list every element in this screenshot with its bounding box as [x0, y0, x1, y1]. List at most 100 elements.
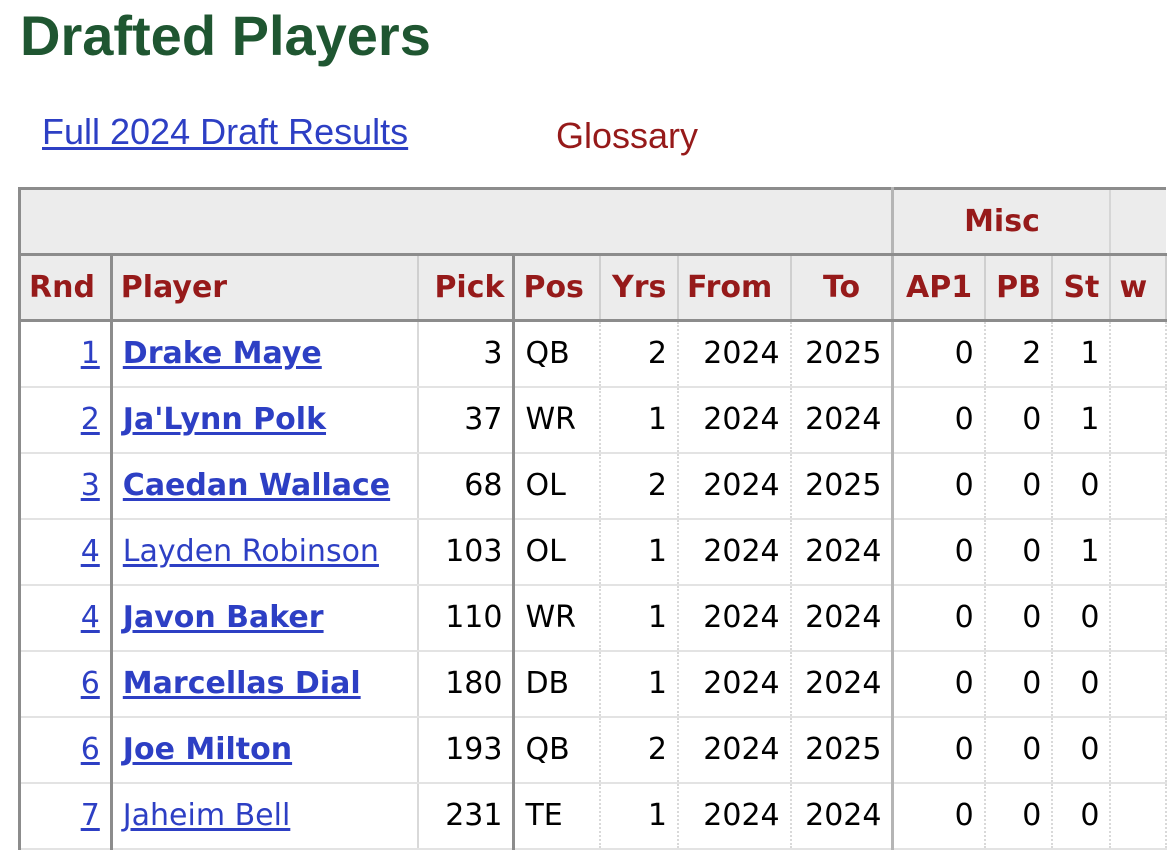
col-header-pick[interactable]: Pick — [417, 254, 516, 322]
ap1-cell: 0 — [892, 782, 986, 850]
years-cell: 1 — [600, 584, 679, 652]
col-header-rnd[interactable]: Rnd — [18, 254, 113, 322]
extra-cell — [1110, 716, 1167, 784]
round-cell: 4 — [18, 518, 113, 586]
over-header-row: Misc — [18, 187, 1166, 256]
years-cell: 1 — [600, 650, 679, 718]
table-row: 6 Marcellas Dial 180 DB 1 2024 2024 0 0 0 — [18, 650, 1167, 718]
position-cell: WR — [513, 584, 602, 652]
pro-bowl-cell: 0 — [984, 716, 1054, 784]
player-link[interactable]: Marcellas Dial — [122, 666, 361, 701]
col-header-from[interactable]: From — [678, 254, 792, 322]
col-header-pos[interactable]: Pos — [513, 254, 602, 322]
col-header-st[interactable]: St — [1052, 254, 1112, 322]
from-year-cell: 2024 — [678, 452, 792, 520]
round-cell: 4 — [18, 584, 113, 652]
col-header-player[interactable]: Player — [111, 254, 419, 322]
player-link[interactable]: Joe Milton — [122, 732, 293, 767]
col-header-ap1[interactable]: AP1 — [892, 254, 986, 322]
player-link[interactable]: Javon Baker — [122, 600, 324, 635]
table-row: 1 Drake Maye 3 QB 2 2024 2025 0 2 1 — [18, 320, 1167, 388]
player-link[interactable]: Caedan Wallace — [122, 468, 391, 503]
player-link[interactable]: Drake Maye — [122, 336, 322, 372]
over-header-misc: Misc — [892, 187, 1112, 256]
ap1-cell: 0 — [892, 452, 986, 520]
round-link[interactable]: 4 — [80, 600, 100, 635]
round-link[interactable]: 6 — [80, 732, 100, 767]
glossary-link[interactable]: Glossary — [556, 115, 699, 156]
years-cell: 2 — [600, 320, 679, 388]
years-cell: 2 — [600, 716, 679, 784]
player-cell: Javon Baker — [111, 584, 419, 652]
to-year-cell: 2024 — [790, 782, 895, 850]
round-link[interactable]: 2 — [80, 402, 100, 437]
player-cell: Joe Milton — [111, 716, 419, 784]
position-cell: QB — [513, 320, 602, 388]
round-cell: 6 — [18, 650, 113, 718]
starter-cell: 1 — [1052, 518, 1112, 586]
extra-cell — [1110, 518, 1167, 586]
position-cell: QB — [513, 716, 602, 784]
from-year-cell: 2024 — [678, 782, 792, 850]
col-header-yrs[interactable]: Yrs — [600, 254, 679, 322]
round-cell: 7 — [18, 782, 113, 850]
col-header-extra[interactable]: w — [1110, 254, 1167, 322]
player-cell: Layden Robinson — [111, 518, 419, 586]
to-year-cell: 2024 — [790, 584, 895, 652]
to-year-cell: 2024 — [790, 518, 895, 586]
pro-bowl-cell: 2 — [984, 320, 1054, 388]
round-link[interactable]: 4 — [80, 534, 100, 569]
table-body: 1 Drake Maye 3 QB 2 2024 2025 0 2 1 2 Ja'Lynn Polk 3… — [18, 320, 1167, 850]
pro-bowl-cell: 0 — [984, 518, 1054, 586]
ap1-cell: 0 — [892, 518, 986, 586]
position-cell: DB — [513, 650, 602, 718]
starter-cell: 0 — [1052, 650, 1112, 718]
round-link[interactable]: 1 — [80, 336, 100, 372]
from-year-cell: 2024 — [678, 386, 792, 454]
starter-cell: 0 — [1052, 452, 1112, 520]
player-cell: Marcellas Dial — [111, 650, 419, 718]
col-header-pb[interactable]: PB — [984, 254, 1054, 322]
years-cell: 1 — [600, 518, 679, 586]
round-link[interactable]: 3 — [80, 468, 100, 503]
extra-cell — [1110, 386, 1167, 454]
years-cell: 1 — [600, 782, 679, 850]
table-row: 6 Joe Milton 193 QB 2 2024 2025 0 0 0 — [18, 716, 1167, 784]
from-year-cell: 2024 — [678, 584, 792, 652]
to-year-cell: 2024 — [790, 650, 895, 718]
pro-bowl-cell: 0 — [984, 386, 1054, 454]
player-link[interactable]: Jaheim Bell — [122, 798, 291, 833]
position-cell: OL — [513, 452, 602, 520]
starter-cell: 0 — [1052, 716, 1112, 784]
player-link[interactable]: Layden Robinson — [122, 534, 379, 569]
extra-cell — [1110, 584, 1167, 652]
pick-cell: 68 — [417, 452, 516, 520]
to-year-cell: 2025 — [790, 320, 895, 388]
round-cell: 3 — [18, 452, 113, 520]
pick-cell: 180 — [417, 650, 516, 718]
to-year-cell: 2025 — [790, 452, 895, 520]
player-cell: Drake Maye — [111, 320, 419, 388]
player-cell: Jaheim Bell — [111, 782, 419, 850]
pick-cell: 231 — [417, 782, 516, 850]
pro-bowl-cell: 0 — [984, 452, 1054, 520]
table-row: 4 Javon Baker 110 WR 1 2024 2024 0 0 0 — [18, 584, 1167, 652]
from-year-cell: 2024 — [678, 650, 792, 718]
table-row: 4 Layden Robinson 103 OL 1 2024 2024 0 0 1 — [18, 518, 1167, 586]
over-header-extra — [1110, 187, 1166, 256]
over-header-blank — [18, 187, 895, 256]
starter-cell: 0 — [1052, 782, 1112, 850]
from-year-cell: 2024 — [678, 716, 792, 784]
round-cell: 1 — [18, 320, 113, 388]
extra-cell — [1110, 782, 1167, 850]
round-link[interactable]: 7 — [80, 798, 100, 833]
pick-cell: 37 — [417, 386, 516, 454]
round-link[interactable]: 6 — [80, 666, 100, 701]
full-draft-results-link[interactable]: Full 2024 Draft Results — [42, 111, 409, 152]
drafted-players-table-container[interactable]: Misc Rnd Player Pick Pos Yrs From To AP1… — [18, 187, 1167, 854]
player-link[interactable]: Ja'Lynn Polk — [122, 402, 327, 437]
pick-cell: 3 — [417, 320, 516, 388]
pro-bowl-cell: 0 — [984, 584, 1054, 652]
col-header-to[interactable]: To — [790, 254, 895, 322]
pro-bowl-cell: 0 — [984, 650, 1054, 718]
